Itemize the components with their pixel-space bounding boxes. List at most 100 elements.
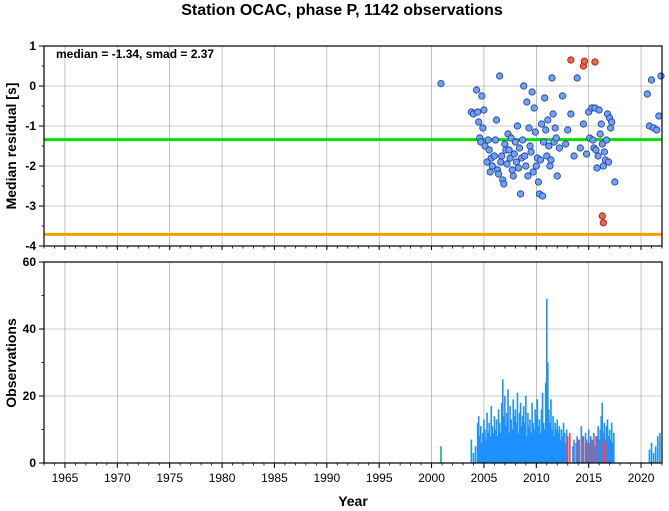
residual-point [567,110,575,118]
observation-bar [525,396,527,463]
observation-bar [482,432,484,463]
observation-bar [479,426,482,463]
residual-point [524,172,532,180]
observation-bar [575,442,577,463]
observation-bar [605,426,608,463]
x-tick-label: 2010 [523,471,550,485]
observations-panel: 60 40 20 0 1965 1970 1975 1980 1985 1990 1995 2000… [3,255,663,509]
observation-bar [532,422,534,463]
observation-bar [554,422,556,463]
observation-bar [511,429,514,463]
y-tick-label: -2 [25,159,36,173]
observation-bar [578,439,581,463]
residual-point [546,162,554,170]
residual-point [540,138,548,146]
residual-point [589,136,597,144]
observation-bar [497,409,500,463]
observation-bar [472,452,475,463]
observation-bar [563,432,566,463]
x-tick-label: 1985 [261,471,288,485]
observation-bar [518,412,521,463]
observation-bar [486,412,488,463]
residual-point [538,192,547,200]
observation-bar [659,432,661,463]
residual-point [548,74,556,82]
observation-bar [520,426,523,463]
residual-plot-area [44,46,662,246]
observation-bar [558,426,561,463]
observation-bar [601,402,604,463]
observation-bar [547,362,549,463]
observation-bar [598,439,600,463]
residual-points [437,56,665,227]
observation-bar [609,439,612,463]
observation-bar [648,449,651,463]
observation-bar [527,412,529,463]
residual-point [564,126,572,134]
observation-bar [512,399,515,463]
residual-point [500,180,508,188]
residual-point [474,108,482,116]
observation-bar [588,442,591,463]
residual-point [592,146,600,154]
residual-point [494,170,503,178]
observation-bar [592,439,594,463]
residual-point [570,152,578,160]
flagged-observation-bar [566,436,569,463]
observation-bar [657,436,659,463]
residual-point [516,190,525,198]
residual-point [604,158,613,166]
observation-bar [474,446,477,463]
residual-point [576,144,584,152]
observation-bar [498,422,501,463]
y-tick-label: -3 [25,199,36,213]
outlier-point [598,212,606,220]
observation-bar [487,432,489,463]
observation-bar [572,446,574,463]
observation-bar [492,432,495,463]
residual-point [480,106,488,114]
observation-bar [549,422,551,463]
observation-bar [561,436,564,463]
residual-point [551,124,559,132]
x-tick-label: 2000 [418,471,445,485]
observation-bar [533,429,536,463]
residual-y-ticks: 1 0 -1 -2 -3 -4 [25,39,663,253]
residual-point [503,160,511,168]
observation-bar [564,442,567,463]
residual-point [519,136,527,144]
residual-point [549,110,557,118]
residual-point [595,106,603,114]
observation-bar [562,422,565,463]
flagged-observation-bar [569,432,571,463]
observation-bar [514,409,517,463]
residual-point [553,172,561,180]
observation-bar [556,419,559,463]
observation-bar [610,422,613,463]
residual-point [520,82,528,90]
observation-bar [606,419,609,463]
residual-point [528,88,536,96]
residual-point [490,152,499,160]
observation-bar [596,436,598,463]
observation-bar [478,436,481,463]
observation-bar [542,422,545,463]
residual-point [478,92,486,100]
residual-point [534,178,543,186]
y-tick-label: -4 [25,239,36,253]
residual-point [542,126,550,134]
observation-bar [584,432,587,463]
observation-bar [490,406,493,463]
flagged-observation-bar [604,442,607,463]
residual-point [643,90,651,98]
residual-point [491,136,500,144]
residual-point [523,98,531,106]
chart-title: Station OCAC, phase P, 1142 observations [181,2,503,19]
outlier-point [567,56,575,64]
outlier-point [580,57,589,65]
residual-point [562,140,570,148]
observation-bar [545,298,548,463]
residual-point [529,168,537,176]
observation-bar [607,436,610,463]
